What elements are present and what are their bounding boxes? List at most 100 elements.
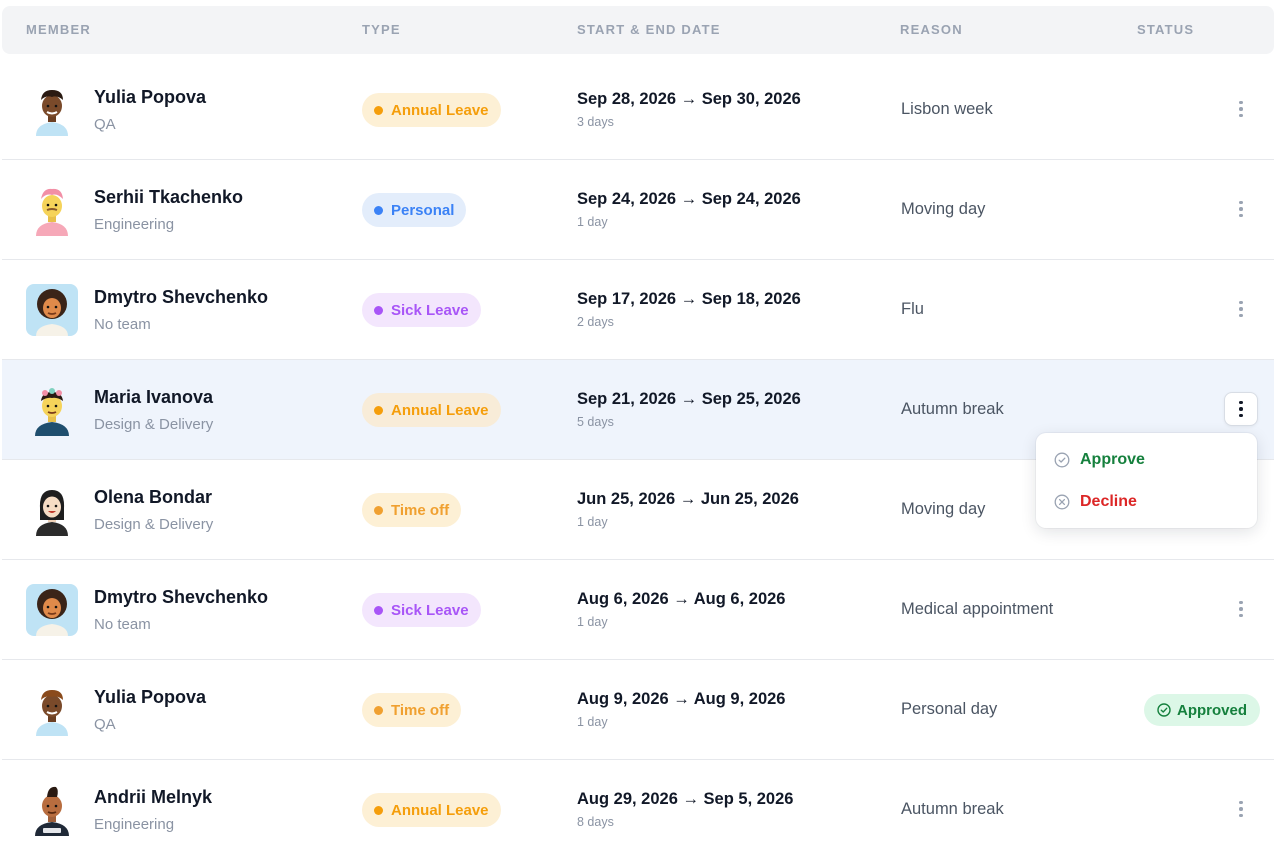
kebab-icon [1239, 400, 1243, 418]
header-status[interactable]: STATUS [1137, 22, 1195, 37]
member-name: Maria Ivanova [94, 387, 214, 407]
header-type[interactable]: TYPE [362, 22, 401, 37]
date-range: Sep 24, 2026 → Sep 24, 2026 [577, 190, 801, 208]
member-name: Olena Bondar [94, 487, 213, 507]
date-range: Aug 29, 2026 → Sep 5, 2026 [577, 790, 794, 808]
type-label: Sick Leave [391, 601, 469, 619]
type-badge: Annual Leave [362, 393, 501, 427]
avatar-flower-hair-icon [26, 384, 78, 436]
avatar-curly-hair-icon [26, 584, 78, 636]
table-row[interactable]: Andrii Melnyk Engineering Annual Leave A… [2, 760, 1274, 853]
status-dot [374, 205, 383, 215]
type-label: Time off [391, 501, 450, 519]
status-dot [374, 805, 383, 815]
table-row[interactable]: Dmytro Shevchenko No team Sick Leave Aug… [2, 560, 1274, 660]
row-actions-button[interactable] [1224, 392, 1258, 426]
row-actions-button[interactable] [1224, 92, 1258, 126]
kebab-icon [1239, 100, 1243, 118]
reason: Flu [901, 300, 924, 318]
kebab-icon [1239, 600, 1243, 618]
table-row[interactable]: Dmytro Shevchenko No team Sick Leave Sep… [2, 260, 1274, 360]
row-actions-button[interactable] [1224, 292, 1258, 326]
status-dot [374, 705, 383, 715]
member-team: Design & Delivery [94, 416, 214, 433]
kebab-icon [1239, 200, 1243, 218]
reason: Personal day [901, 700, 998, 718]
duration: 1 day [577, 715, 608, 729]
duration: 5 days [577, 415, 614, 429]
type-label: Time off [391, 701, 450, 719]
member-name: Yulia Popova [94, 87, 207, 107]
avatar-dark-skin-icon [26, 684, 78, 736]
reason: Lisbon week [901, 100, 993, 118]
x-circle-icon [1054, 494, 1070, 510]
table-header: MEMBER TYPE START & END DATE REASON STAT… [2, 6, 1274, 54]
member-team: QA [94, 116, 116, 133]
member-name: Yulia Popova [94, 687, 207, 707]
type-label: Personal [391, 201, 455, 219]
table-row[interactable]: Olena Bondar Design & Delivery Time off … [2, 460, 1274, 560]
avatar-dark-hair-icon [26, 484, 78, 536]
member-name: Andrii Melnyk [94, 787, 213, 807]
check-circle-icon [1054, 452, 1070, 468]
status-dot [374, 305, 383, 315]
table-row[interactable]: Serhii Tkachenko Engineering Personal Se… [2, 160, 1274, 260]
header-member[interactable]: MEMBER [26, 22, 91, 37]
approve-menu-item[interactable]: Approve [1054, 447, 1145, 473]
duration: 1 day [577, 215, 608, 229]
check-circle-icon [1157, 703, 1171, 717]
table-row[interactable]: Yulia Popova QA Annual Leave Sep 28, 202… [2, 60, 1274, 160]
type-badge: Personal [362, 193, 467, 227]
avatar-pink-hair-icon [26, 184, 78, 236]
decline-label: Decline [1080, 493, 1137, 510]
status-badge: Approved [1144, 694, 1261, 726]
member-team: Engineering [94, 216, 175, 233]
row-actions-button[interactable] [1224, 592, 1258, 626]
type-badge: Time off [362, 493, 462, 527]
row-actions-button[interactable] [1224, 192, 1258, 226]
approve-label: Approve [1080, 451, 1145, 468]
reason: Autumn break [901, 400, 1004, 418]
member-team: No team [94, 616, 151, 633]
date-range: Sep 28, 2026 → Sep 30, 2026 [577, 90, 801, 108]
decline-menu-item[interactable]: Decline [1054, 489, 1137, 515]
member-team: Engineering [94, 816, 175, 833]
type-label: Annual Leave [391, 101, 489, 119]
type-badge: Annual Leave [362, 93, 501, 127]
reason: Medical appointment [901, 600, 1054, 618]
type-badge: Annual Leave [362, 793, 501, 827]
reason: Autumn break [901, 800, 1004, 818]
header-reason[interactable]: REASON [900, 22, 963, 37]
member-team: No team [94, 316, 151, 333]
duration: 3 days [577, 115, 614, 129]
member-team: QA [94, 716, 116, 733]
duration: 2 days [577, 315, 614, 329]
status-label: Approved [1177, 701, 1248, 719]
type-label: Annual Leave [391, 401, 489, 419]
row-actions-button[interactable] [1224, 792, 1258, 826]
avatar-curly-hair-icon [26, 284, 78, 336]
type-badge: Sick Leave [362, 593, 481, 627]
kebab-icon [1239, 300, 1243, 318]
status-dot [374, 605, 383, 615]
type-badge: Time off [362, 693, 462, 727]
table-row[interactable]: Maria Ivanova Design & Delivery Annual L… [2, 360, 1274, 460]
kebab-icon [1239, 800, 1243, 818]
duration: 1 day [577, 515, 608, 529]
header-dates[interactable]: START & END DATE [577, 22, 721, 37]
duration: 1 day [577, 615, 608, 629]
duration: 8 days [577, 815, 614, 829]
date-range: Sep 17, 2026 → Sep 18, 2026 [577, 290, 801, 308]
type-badge: Sick Leave [362, 293, 481, 327]
date-range: Sep 21, 2026 → Sep 25, 2026 [577, 390, 801, 408]
reason: Moving day [901, 200, 986, 218]
reason: Moving day [901, 500, 986, 518]
date-range: Aug 9, 2026 → Aug 9, 2026 [577, 690, 786, 708]
member-name: Dmytro Shevchenko [94, 587, 269, 607]
member-name: Dmytro Shevchenko [94, 287, 269, 307]
table-row[interactable]: Yulia Popova QA Time off Aug 9, 2026 → A… [2, 660, 1274, 760]
date-range: Jun 25, 2026 → Jun 25, 2026 [577, 490, 799, 508]
avatar-dark-skin-icon [26, 84, 78, 136]
type-label: Sick Leave [391, 301, 469, 319]
